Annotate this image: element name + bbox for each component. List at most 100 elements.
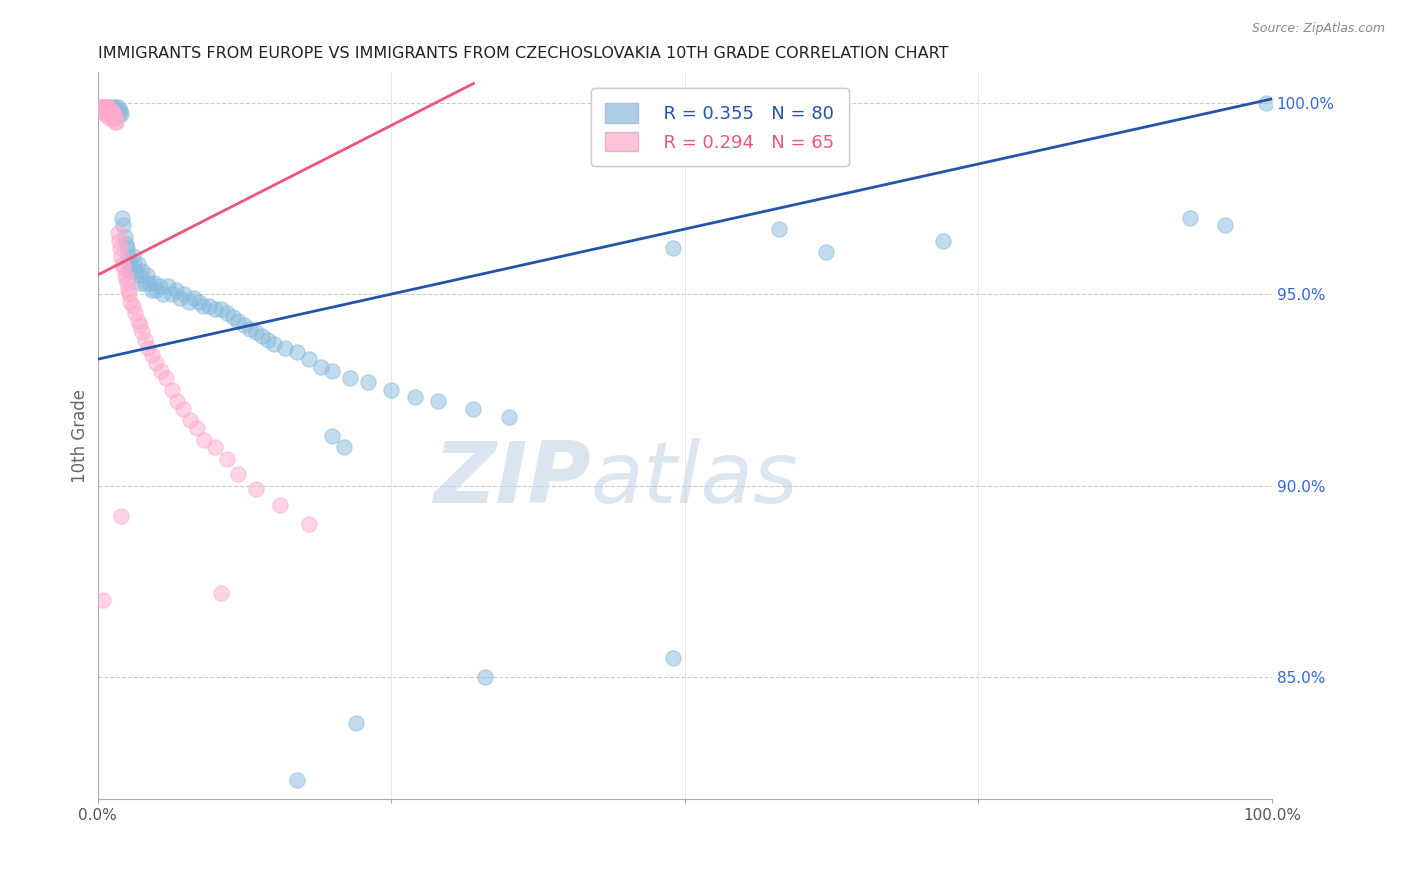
Text: atlas: atlas [591, 438, 799, 521]
Point [98, 103, 121, 118]
Point [474, 670, 496, 684]
Point [138, 276, 160, 290]
Point [245, 483, 267, 497]
Point [187, 294, 209, 309]
Point [1213, 219, 1236, 233]
Point [134, 333, 156, 347]
Point [339, 371, 361, 385]
Point [104, 115, 127, 129]
Point [768, 222, 790, 236]
Point [498, 409, 520, 424]
Point [169, 291, 191, 305]
Point [309, 359, 332, 374]
Point [100, 99, 122, 113]
Point [107, 107, 129, 121]
Point [932, 234, 955, 248]
Point [463, 402, 485, 417]
Point [179, 294, 201, 309]
Point [111, 256, 134, 270]
Point [173, 287, 195, 301]
Point [131, 326, 153, 340]
Point [105, 115, 128, 129]
Point [117, 249, 139, 263]
Point [93, 103, 115, 118]
Point [333, 440, 356, 454]
Point [100, 107, 122, 121]
Point [110, 509, 132, 524]
Point [814, 245, 837, 260]
Point [215, 306, 238, 320]
Point [111, 211, 134, 225]
Point [94, 103, 117, 118]
Point [662, 241, 685, 255]
Point [245, 326, 267, 340]
Point [1254, 95, 1277, 110]
Legend:   R = 0.355   N = 80,   R = 0.294   N = 65: R = 0.355 N = 80, R = 0.294 N = 65 [591, 88, 849, 166]
Point [134, 276, 156, 290]
Point [141, 283, 163, 297]
Y-axis label: 10th Grade: 10th Grade [72, 389, 89, 483]
Point [166, 394, 188, 409]
Point [108, 241, 131, 255]
Point [114, 229, 136, 244]
Point [131, 264, 153, 278]
Point [103, 107, 125, 121]
Point [122, 256, 145, 270]
Point [198, 299, 221, 313]
Point [128, 268, 150, 282]
Point [186, 421, 208, 435]
Point [152, 287, 174, 301]
Point [103, 107, 125, 121]
Point [257, 333, 280, 347]
Point [427, 394, 450, 409]
Point [100, 103, 122, 118]
Point [250, 329, 273, 343]
Point [93, 99, 115, 113]
Point [96, 99, 118, 113]
Point [90, 99, 112, 113]
Point [93, 107, 115, 121]
Point [142, 276, 165, 290]
Point [124, 264, 146, 278]
Point [263, 337, 285, 351]
Point [101, 103, 124, 118]
Point [285, 773, 308, 788]
Point [97, 99, 120, 113]
Point [1178, 211, 1201, 225]
Point [120, 294, 142, 309]
Point [105, 103, 128, 118]
Point [274, 341, 297, 355]
Point [145, 283, 167, 297]
Point [209, 585, 232, 599]
Point [193, 299, 215, 313]
Point [298, 352, 321, 367]
Point [115, 241, 138, 255]
Point [321, 364, 343, 378]
Point [96, 103, 118, 118]
Point [103, 111, 125, 125]
Point [269, 498, 291, 512]
Point [179, 413, 201, 427]
Text: IMMIGRANTS FROM EUROPE VS IMMIGRANTS FROM CZECHOSLOVAKIA 10TH GRADE CORRELATION : IMMIGRANTS FROM EUROPE VS IMMIGRANTS FRO… [97, 46, 948, 62]
Point [124, 306, 146, 320]
Point [98, 111, 121, 125]
Point [110, 249, 132, 263]
Point [118, 287, 141, 301]
Point [662, 650, 685, 665]
Point [128, 276, 150, 290]
Point [209, 302, 232, 317]
Point [114, 268, 136, 282]
Point [135, 268, 157, 282]
Point [112, 219, 135, 233]
Point [344, 715, 367, 730]
Point [110, 107, 132, 121]
Point [115, 276, 138, 290]
Point [136, 341, 159, 355]
Point [215, 451, 238, 466]
Point [112, 260, 135, 275]
Point [149, 279, 172, 293]
Point [141, 348, 163, 362]
Point [204, 302, 226, 317]
Point [98, 107, 121, 121]
Point [127, 256, 149, 270]
